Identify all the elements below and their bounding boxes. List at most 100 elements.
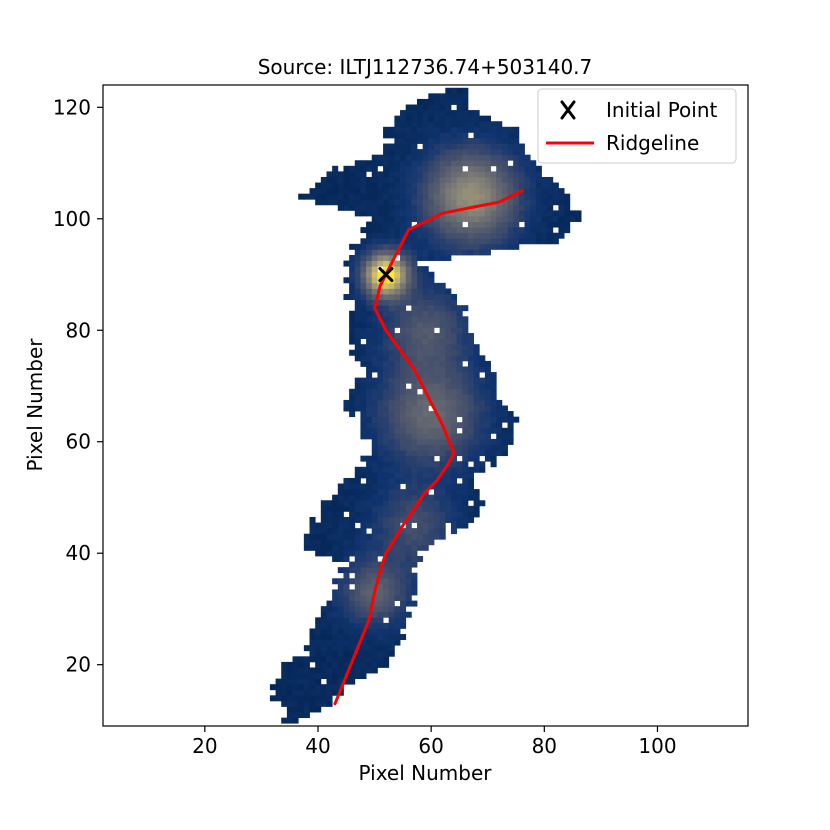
heatmap-pixel bbox=[490, 204, 497, 211]
heatmap-pixel bbox=[422, 316, 429, 323]
heatmap-pixel bbox=[428, 305, 435, 312]
heatmap-pixel bbox=[394, 411, 401, 418]
heatmap-pixel bbox=[343, 399, 350, 406]
heatmap-pixel bbox=[456, 137, 463, 144]
heatmap-pixel bbox=[428, 149, 435, 156]
heatmap-pixel bbox=[377, 422, 384, 429]
heatmap-pixel bbox=[428, 327, 435, 334]
heatmap-pixel bbox=[456, 221, 463, 228]
heatmap-pixel bbox=[371, 422, 378, 429]
heatmap-pixel bbox=[490, 188, 497, 195]
heatmap-pixel bbox=[496, 405, 503, 412]
heatmap-pixel bbox=[445, 182, 452, 189]
heatmap-pixel bbox=[439, 232, 446, 239]
heatmap-pixel bbox=[326, 667, 333, 674]
heatmap-pixel bbox=[349, 516, 356, 523]
heatmap-pixel bbox=[422, 399, 429, 406]
heatmap-pixel bbox=[473, 366, 480, 373]
heatmap-pixel bbox=[394, 611, 401, 618]
heatmap-pixel bbox=[388, 199, 395, 206]
heatmap-pixel bbox=[383, 528, 390, 535]
heatmap-pixel bbox=[501, 188, 508, 195]
heatmap-pixel bbox=[383, 238, 390, 245]
heatmap-pixel bbox=[303, 673, 310, 680]
heatmap-pixel bbox=[332, 193, 339, 200]
heatmap-pixel bbox=[405, 204, 412, 211]
heatmap-pixel bbox=[349, 271, 356, 278]
heatmap-pixel bbox=[411, 238, 418, 245]
heatmap-pixel bbox=[417, 405, 424, 412]
heatmap-pixel bbox=[411, 600, 418, 607]
heatmap-pixel bbox=[507, 204, 514, 211]
heatmap-pixel bbox=[467, 160, 474, 167]
heatmap-pixel bbox=[315, 544, 322, 551]
heatmap-pixel bbox=[371, 561, 378, 568]
heatmap-pixel bbox=[496, 438, 503, 445]
heatmap-pixel bbox=[326, 639, 333, 646]
heatmap-pixel bbox=[411, 215, 418, 222]
heatmap-pixel bbox=[371, 204, 378, 211]
heatmap-pixel bbox=[456, 450, 463, 457]
heatmap-pixel bbox=[377, 405, 384, 412]
heatmap-pixel bbox=[433, 104, 441, 111]
heatmap-pixel bbox=[422, 215, 429, 222]
heatmap-pixel bbox=[428, 528, 435, 535]
heatmap-pixel bbox=[473, 494, 480, 501]
heatmap-pixel bbox=[366, 255, 373, 261]
heatmap-pixel bbox=[450, 366, 458, 373]
heatmap-pixel bbox=[484, 372, 491, 379]
heatmap-pixel bbox=[400, 472, 407, 479]
heatmap-pixel bbox=[433, 288, 441, 295]
heatmap-pixel bbox=[354, 539, 361, 546]
heatmap-pixel bbox=[411, 489, 418, 496]
heatmap-pixel bbox=[479, 176, 486, 183]
heatmap-pixel bbox=[473, 461, 480, 468]
heatmap-pixel bbox=[445, 494, 452, 501]
heatmap-pixel bbox=[343, 500, 350, 507]
heatmap-pixel bbox=[309, 639, 316, 646]
heatmap-pixel bbox=[343, 556, 350, 562]
heatmap-pixel bbox=[354, 243, 361, 250]
heatmap-pixel bbox=[383, 589, 390, 596]
heatmap-pixel bbox=[332, 199, 339, 206]
heatmap-pixel bbox=[377, 427, 384, 434]
heatmap-pixel bbox=[394, 511, 401, 518]
heatmap-pixel bbox=[496, 427, 503, 434]
heatmap-pixel bbox=[394, 221, 401, 228]
heatmap-pixel bbox=[456, 93, 463, 100]
heatmap-pixel bbox=[315, 193, 322, 200]
heatmap-pixel bbox=[349, 511, 356, 518]
heatmap-pixel bbox=[439, 416, 446, 423]
heatmap-pixel bbox=[354, 260, 361, 267]
heatmap-pixel bbox=[422, 160, 429, 167]
heatmap-pixel bbox=[332, 673, 339, 680]
heatmap-pixel bbox=[428, 466, 435, 473]
heatmap-pixel bbox=[405, 176, 412, 183]
heatmap-pixel bbox=[332, 556, 339, 562]
heatmap-pixel bbox=[405, 572, 412, 579]
heatmap-pixel bbox=[388, 327, 395, 334]
heatmap-pixel bbox=[377, 611, 384, 618]
heatmap-pixel bbox=[303, 661, 310, 668]
heatmap-pixel bbox=[354, 511, 361, 518]
heatmap-pixel bbox=[275, 684, 282, 691]
heatmap-pixel bbox=[315, 188, 322, 195]
heatmap-pixel bbox=[320, 622, 327, 629]
heatmap-pixel bbox=[320, 611, 327, 618]
heatmap-pixel bbox=[417, 316, 424, 323]
heatmap-pixel bbox=[405, 567, 412, 574]
heatmap-pixel bbox=[473, 466, 480, 473]
heatmap-pixel bbox=[269, 695, 276, 702]
heatmap-pixel bbox=[405, 137, 412, 144]
heatmap-pixel bbox=[349, 282, 356, 289]
heatmap-pixel bbox=[479, 143, 486, 150]
heatmap-pixel bbox=[484, 366, 491, 373]
heatmap-pixel bbox=[479, 366, 486, 373]
heatmap-pixel bbox=[484, 399, 491, 406]
heatmap-pixel bbox=[360, 416, 367, 423]
heatmap-pixel bbox=[405, 611, 412, 618]
heatmap-pixel bbox=[428, 132, 435, 139]
heatmap-pixel bbox=[417, 433, 424, 440]
heatmap-pixel bbox=[383, 277, 390, 284]
